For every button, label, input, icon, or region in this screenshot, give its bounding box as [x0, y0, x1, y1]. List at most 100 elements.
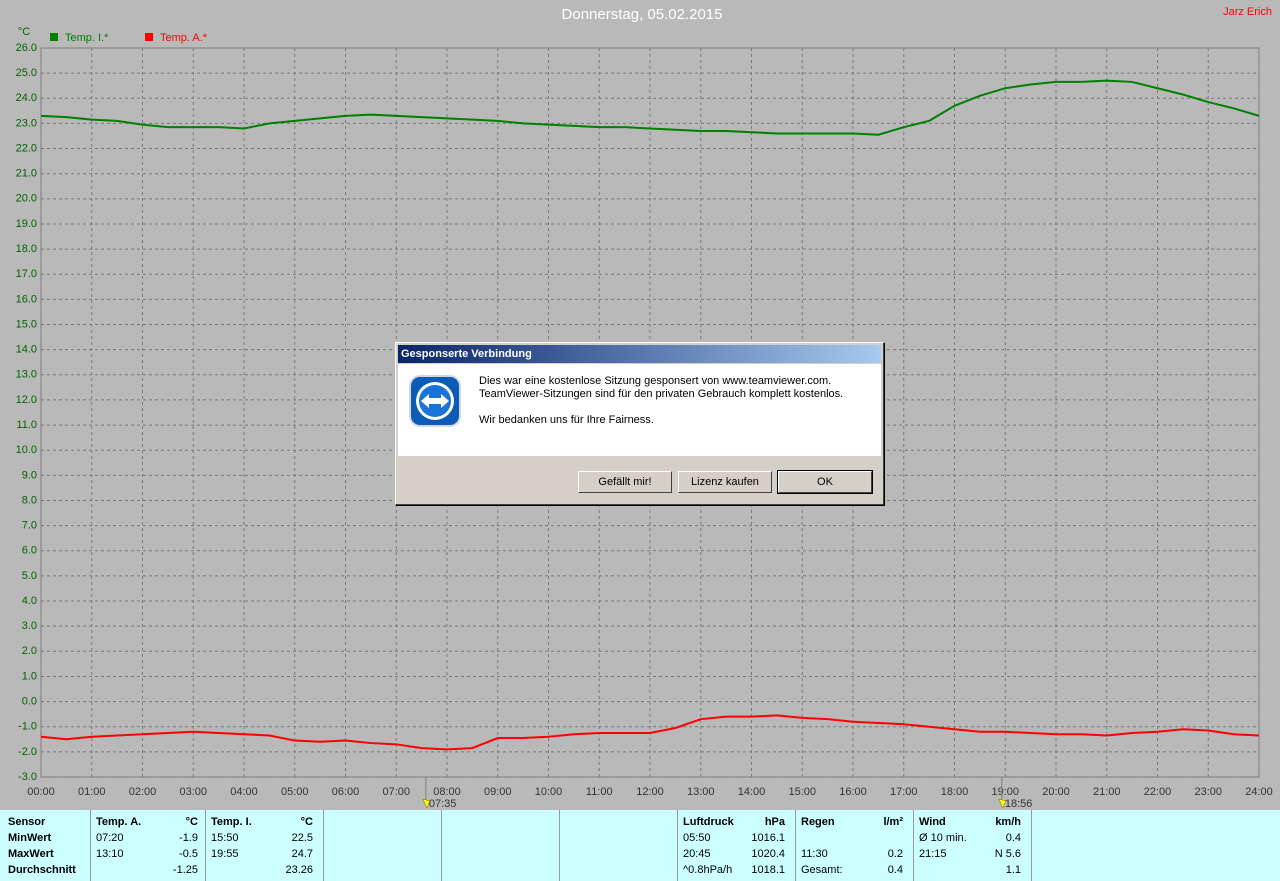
sun-marker — [998, 798, 1007, 809]
row-label: Sensor — [8, 816, 46, 828]
legend-swatch — [50, 33, 58, 41]
x-tick-label: 03:00 — [179, 786, 207, 798]
stat-cell: 1018.1 — [751, 864, 785, 876]
stat-cell: ^0.8hPa/h — [683, 864, 733, 876]
column-separator — [559, 810, 560, 881]
y-tick-label: 1.0 — [22, 670, 37, 682]
column-unit: km/h — [995, 816, 1021, 828]
x-tick-label: 09:00 — [484, 786, 512, 798]
x-tick-label: 14:00 — [738, 786, 766, 798]
x-tick-label: 13:00 — [687, 786, 715, 798]
x-tick-label: 17:00 — [890, 786, 918, 798]
stat-cell: 11:30 — [801, 848, 828, 860]
stat-cell: 19:55 — [211, 848, 239, 860]
y-tick-label: 16.0 — [16, 293, 37, 305]
y-tick-label: 10.0 — [16, 444, 37, 456]
stat-cell: 15:50 — [211, 832, 239, 844]
stat-cell: N 5.6 — [994, 848, 1021, 860]
y-tick-label: 22.0 — [16, 142, 37, 154]
series-line — [40, 79, 1260, 136]
y-tick-label: 13.0 — [16, 369, 37, 381]
stat-cell: 1020.4 — [751, 848, 785, 860]
column-separator — [90, 810, 91, 881]
y-tick-label: 15.0 — [16, 318, 37, 330]
x-tick-label: 11:00 — [586, 786, 613, 798]
x-tick-label: 15:00 — [788, 786, 816, 798]
y-tick-label: 17.0 — [16, 268, 37, 280]
column-header: Temp. A. — [96, 816, 142, 828]
y-tick-label: 9.0 — [22, 469, 37, 481]
x-tick-label: 04:00 — [230, 786, 258, 798]
stat-cell: Gesamt: — [801, 864, 843, 876]
y-tick-label: 5.0 — [22, 570, 37, 582]
x-tick-label: 01:00 — [78, 786, 106, 798]
stat-cell: 0.4 — [887, 864, 903, 876]
y-tick-label: 23.0 — [16, 117, 37, 129]
column-unit: °C — [300, 816, 313, 828]
x-tick-label: 23:00 — [1194, 786, 1222, 798]
x-tick-label: 10:00 — [535, 786, 563, 798]
y-tick-label: 8.0 — [22, 494, 37, 506]
y-tick-label: -2.0 — [18, 746, 37, 758]
x-tick-label: 05:00 — [281, 786, 309, 798]
y-tick-label: 4.0 — [22, 595, 37, 607]
x-tick-label: 19:00 — [991, 786, 1019, 798]
x-tick-label: 06:00 — [332, 786, 360, 798]
stat-cell: 13:10 — [96, 848, 124, 860]
column-unit: l/m² — [883, 816, 903, 828]
stat-cell: 21:15 — [919, 848, 947, 860]
y-tick-label: 18.0 — [16, 243, 37, 255]
y-tick-label: -1.0 — [18, 721, 37, 733]
stats-panel: Sensor MinWert MaxWert Durchschnitt Temp. A.… — [0, 810, 1280, 881]
x-tick-label: 24:00 — [1245, 786, 1273, 798]
stat-cell: 0.4 — [1005, 832, 1021, 844]
stat-cell: -1.9 — [179, 832, 198, 844]
sun-marker-label: 07:35 — [429, 798, 457, 810]
x-tick-label: 21:00 — [1093, 786, 1121, 798]
dialog-text: TeamViewer-Sitzungen sind für den privat… — [479, 388, 844, 400]
column-header: Wind — [919, 816, 946, 828]
column-separator — [913, 810, 914, 881]
button[interactable]: OK — [777, 470, 873, 494]
y-axis-label: °C — [18, 26, 30, 38]
y-tick-label: 26.0 — [16, 42, 37, 54]
dialog-text: Wir bedanken uns für Ihre Fairness. — [479, 414, 654, 426]
stat-cell: 07:20 — [96, 832, 124, 844]
legend-swatch — [145, 33, 153, 41]
series-line — [40, 714, 1260, 751]
column-header: Temp. I. — [211, 816, 252, 828]
y-tick-label: 25.0 — [16, 67, 37, 79]
x-tick-label: 08:00 — [433, 786, 461, 798]
x-tick-label: 02:00 — [129, 786, 157, 798]
dialog-text: Dies war eine kostenlose Sitzung gespons… — [479, 375, 832, 387]
column-separator — [205, 810, 206, 881]
y-tick-label: 12.0 — [16, 394, 37, 406]
credit: Jarz Erich — [1223, 6, 1272, 18]
button[interactable]: Lizenz kaufen — [678, 471, 772, 493]
y-tick-label: 24.0 — [16, 92, 37, 104]
row-label: MaxWert — [8, 848, 54, 860]
dialog-title: Gesponserte Verbindung — [398, 345, 881, 363]
y-tick-label: 0.0 — [22, 695, 37, 707]
column-separator — [677, 810, 678, 881]
x-tick-label: 22:00 — [1144, 786, 1172, 798]
stat-cell: -0.5 — [179, 848, 198, 860]
sun-marker-label: 18:56 — [1005, 798, 1033, 810]
stat-cell: 22.5 — [291, 832, 313, 844]
y-tick-label: 21.0 — [16, 168, 37, 180]
stat-cell: 1016.1 — [751, 832, 785, 844]
sun-marker — [422, 798, 431, 809]
teamviewer-icon — [409, 375, 461, 427]
row-label: MinWert — [8, 832, 52, 844]
stat-cell: 23.26 — [285, 864, 313, 876]
stat-cell: -1.25 — [172, 864, 198, 876]
y-tick-label: 20.0 — [16, 193, 37, 205]
column-unit: °C — [185, 816, 198, 828]
row-label: Durchschnitt — [8, 864, 76, 876]
button[interactable]: Gefällt mir! — [578, 471, 672, 493]
y-tick-label: 14.0 — [16, 344, 37, 356]
x-tick-label: 16:00 — [839, 786, 867, 798]
y-tick-label: 3.0 — [22, 620, 37, 632]
x-tick-label: 20:00 — [1042, 786, 1070, 798]
